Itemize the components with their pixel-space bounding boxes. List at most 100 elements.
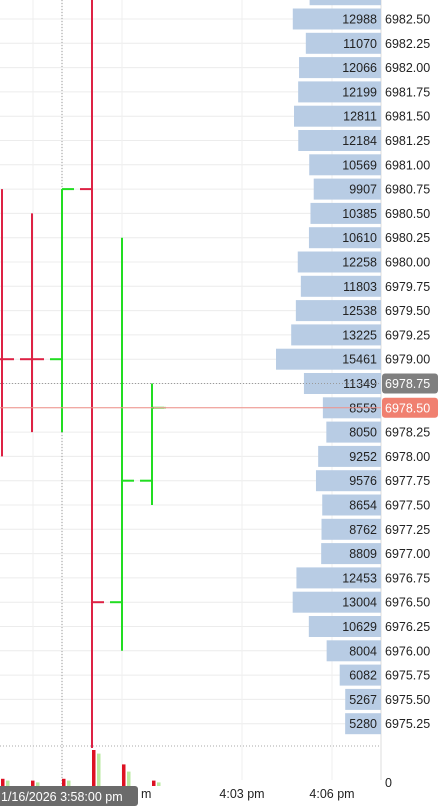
volume-profile-bar	[318, 445, 381, 467]
volume-profile-value: 9576	[349, 474, 377, 488]
volume-profile-value: 12453	[342, 571, 377, 585]
time-tick-label-partial: m	[141, 787, 151, 801]
price-tick-label: 6975.75	[385, 669, 430, 683]
volume-profile-bar	[291, 324, 381, 346]
volume-profile-bar	[292, 591, 381, 613]
volume-profile-bar	[298, 81, 381, 103]
volume-profile-value: 15461	[342, 353, 377, 367]
price-tick-label: 6977.50	[385, 499, 430, 513]
volume-profile-bar	[322, 494, 381, 516]
volume-profile-bar	[345, 713, 381, 735]
price-tick-label: 6981.25	[385, 134, 430, 148]
volume-profile-value: 12811	[343, 110, 377, 124]
volume-profile-bar	[300, 275, 381, 297]
volume-profile-value: 11070	[343, 37, 377, 51]
volume-profile-bar	[308, 227, 381, 249]
volume-profile-bar	[339, 664, 381, 686]
price-tick-label: 6982.25	[385, 37, 430, 51]
volume-axis-label: 0	[385, 776, 392, 790]
price-tick-label: 6979.75	[385, 280, 430, 294]
price-tick-label: 6976.75	[385, 571, 430, 585]
volume-profile-value: 5280	[349, 717, 377, 731]
price-tick-label: 6977.00	[385, 547, 430, 561]
crosshair-price-tag	[382, 373, 438, 394]
volume-profile-bar	[321, 518, 381, 540]
volume-profile-value: 12988	[342, 13, 377, 27]
volume-profile-value: 8654	[349, 499, 377, 513]
volume-bar	[6, 780, 10, 786]
volume-bar	[36, 782, 40, 786]
volume-profile-value: 10629	[342, 620, 377, 634]
volume-profile: 6982.75 12988 6982.50 11070 6982.25 12066 6982…	[276, 0, 430, 735]
volume-bar	[62, 778, 66, 786]
price-tick-label: 6978.25	[385, 426, 430, 440]
price-tick-label: 6979.50	[385, 304, 430, 318]
price-tick-label: 6982.50	[385, 13, 430, 27]
price-tick-label: 6980.50	[385, 207, 430, 221]
volume-profile-bar	[326, 421, 381, 443]
last-price-tag-text: 6978.50	[385, 401, 430, 415]
volume-profile-value: 12199	[342, 85, 377, 99]
volume-bars: 0	[1, 750, 392, 790]
price-tick-label: 6981.00	[385, 158, 430, 172]
volume-profile-bar	[296, 567, 381, 589]
volume-profile-bar	[309, 0, 381, 6]
price-tick-label: 6977.75	[385, 474, 430, 488]
volume-bar	[97, 753, 101, 786]
volume-bar	[127, 771, 131, 786]
volume-profile-bar	[315, 470, 381, 492]
price-tick-label: 6977.25	[385, 523, 430, 537]
volume-profile-value: 12066	[342, 61, 377, 75]
volume-profile-bar	[313, 178, 381, 200]
price-tick-label: 6980.00	[385, 256, 430, 270]
volume-bar	[1, 778, 5, 786]
volume-bar	[122, 764, 126, 786]
time-tick-label: 4:03 pm	[219, 787, 264, 801]
volume-profile-value: 8050	[349, 426, 377, 440]
volume-profile-value: 8004	[349, 644, 377, 658]
price-tick-label: 6976.25	[385, 620, 430, 634]
volume-profile-bar	[310, 202, 381, 224]
price-tick-label: 6978.00	[385, 450, 430, 464]
chart-overlays: 4:03 pm 4:06 pm m 6978.50 6978.75 1/16/2026 3…	[0, 373, 438, 806]
volume-profile-bar	[345, 688, 381, 710]
volume-profile-bar	[293, 105, 381, 127]
volume-bar	[31, 780, 35, 786]
volume-profile-value: 8762	[349, 523, 377, 537]
price-tick-label: 6976.50	[385, 596, 430, 610]
volume-bar	[152, 780, 156, 786]
volume-profile-bar	[298, 130, 381, 151]
price-tick-label: 6979.00	[385, 353, 430, 367]
last-price-tag	[382, 397, 438, 418]
volume-profile-value: 12258	[342, 256, 377, 270]
volume-profile-value: 10569	[342, 158, 377, 172]
price-tick-label: 6982.75	[385, 0, 430, 2]
price-tick-label: 6982.00	[385, 61, 430, 75]
crosshair-price-tag-text: 6978.75	[385, 377, 430, 391]
price-tick-label: 6981.50	[385, 110, 430, 124]
volume-profile-value: 6082	[349, 669, 377, 683]
volume-bar	[157, 782, 161, 786]
price-tick-label: 6981.75	[385, 85, 430, 99]
volume-bar	[67, 780, 71, 786]
volume-profile-value: 13004	[342, 596, 377, 610]
price-tick-label: 6975.25	[385, 717, 430, 731]
volume-profile-value: 5267	[349, 693, 377, 707]
volume-profile-bar	[292, 8, 381, 30]
volume-profile-bar	[297, 251, 381, 273]
time-tick-label: 4:06 pm	[309, 787, 354, 801]
volume-profile-bar	[295, 300, 381, 322]
volume-profile-value: 13225	[342, 328, 377, 342]
volume-profile-value: 9907	[349, 183, 377, 197]
price-tick-label: 6980.75	[385, 183, 430, 197]
volume-profile-value: 10610	[342, 231, 377, 245]
price-tick-label: 6975.50	[385, 693, 430, 707]
volume-profile-value: 11803	[343, 280, 377, 294]
volume-profile-bar	[309, 154, 381, 176]
volume-profile-value: 9252	[349, 450, 377, 464]
volume-profile-value: 12184	[342, 134, 377, 148]
ohlc-bars	[0, 0, 166, 748]
price-tick-label: 6976.00	[385, 644, 430, 658]
volume-bar	[92, 750, 96, 786]
